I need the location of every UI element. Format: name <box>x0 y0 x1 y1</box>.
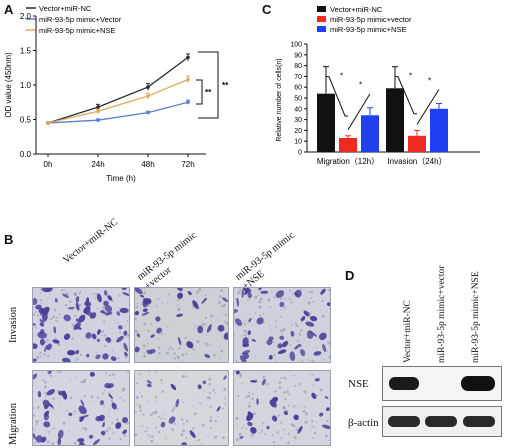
a-series-line-2 <box>47 78 189 124</box>
c-ytick-2: 20 <box>294 128 302 135</box>
c-sig-b-1: * <box>428 76 431 85</box>
micrograph-migration-2 <box>134 370 229 446</box>
c-sig-b-0: * <box>359 81 362 90</box>
chart-a-legend: Vector+miR-NC miR-93-5p mimic+Vector miR… <box>26 4 122 35</box>
col-d-2: miR-93-5p mimic+vector <box>437 265 447 363</box>
band-nse-3 <box>461 376 495 391</box>
micrograph-invasion-3 <box>233 287 331 363</box>
col-d-1: Vector+miR-NC <box>403 300 413 363</box>
c-sig-a-0: * <box>340 72 343 81</box>
c-ytick-9: 90 <box>294 52 302 59</box>
a-point-2-1 <box>96 109 100 114</box>
panel-label-b: B <box>4 232 14 247</box>
c-ytick-0: 0 <box>298 150 302 157</box>
micrograph-invasion-2 <box>134 287 229 363</box>
a-ytick-1: 0.5 <box>20 116 32 125</box>
chart-c-ylabel: Relative number of cells(n) <box>276 58 283 141</box>
panel-d: Vector+miR-NC miR-93-5p mimic+vector miR… <box>345 265 509 448</box>
cell-count-bar-chart: Vector+miR-NC miR-93-5p mimic+vector miR… <box>276 5 480 166</box>
c-ytick-6: 60 <box>294 85 302 92</box>
a-series-line-1 <box>47 101 189 124</box>
micrograph-invasion-1 <box>32 287 130 363</box>
panel-label-a: A <box>4 2 14 17</box>
a-ytick-4: 2.0 <box>20 12 32 21</box>
c-ytick-4: 40 <box>294 106 302 113</box>
c-bar-1-2 <box>430 108 448 152</box>
panel-label-d: D <box>345 268 355 283</box>
c-sig-a-1: * <box>409 72 412 81</box>
col-d-3: miR-93-5p mimic+NSE <box>471 271 481 363</box>
row-b-invasion: Invasion <box>8 306 19 343</box>
row-d-nse: NSE <box>348 378 369 390</box>
a-series-line-0 <box>47 56 189 124</box>
band-actin-1 <box>388 416 420 427</box>
a-point-0-3 <box>186 55 190 60</box>
a-ytick-2: 1.0 <box>20 81 32 90</box>
a-ytick-0: 0.0 <box>20 150 32 159</box>
a-xtick-1: 24h <box>91 160 104 169</box>
a-point-2-0 <box>46 121 50 125</box>
c-bar-0-0 <box>317 93 335 152</box>
chart-c-legend: Vector+miR-NC miR-93-5p mimic+vector miR… <box>317 5 412 34</box>
a-point-1-2 <box>146 110 150 115</box>
band-actin-2 <box>425 416 457 427</box>
a-point-2-2 <box>146 94 150 98</box>
a-xtick-0: 0h <box>44 160 53 169</box>
c-bar-1-0 <box>386 88 404 152</box>
c-ytick-1: 10 <box>294 139 302 146</box>
micrograph-migration-1 <box>32 370 130 446</box>
a-xtick-3: 72h <box>181 160 194 169</box>
c-bar-0-2 <box>361 115 379 152</box>
c-ytick-10: 100 <box>290 42 302 49</box>
chart-a-ylabel: OD value (450nm) <box>4 52 13 118</box>
legend-a-3: miR-93-5p mimic+NSE <box>39 26 115 35</box>
sig-outer-label: ** <box>222 81 229 90</box>
band-nse-1 <box>389 377 419 390</box>
legend-a-1: Vector+miR-NC <box>39 4 92 13</box>
legend-c-2: miR-93-5p mimic+vector <box>330 15 412 24</box>
legend-a-2: miR-93-5p mimic+Vector <box>39 15 122 24</box>
a-xtick-2: 48h <box>141 160 154 169</box>
a-point-2-3 <box>186 77 190 82</box>
c-ytick-7: 70 <box>294 74 302 81</box>
legend-c-3: miR-93-5p mimic+NSE <box>330 25 406 34</box>
c-category-0: Migration（12h） <box>317 157 379 166</box>
c-ytick-5: 50 <box>294 96 302 103</box>
a-ytick-3: 1.5 <box>20 47 32 56</box>
row-b-migration: Migration <box>8 403 19 445</box>
blot-actin <box>382 406 502 437</box>
a-point-1-1 <box>96 118 100 122</box>
micrograph-migration-3 <box>233 370 331 446</box>
c-ytick-8: 80 <box>294 63 302 70</box>
c-ytick-3: 30 <box>294 117 302 124</box>
col-b-1: Vector+miR-NC <box>61 216 121 266</box>
blot-nse <box>382 366 502 401</box>
sig-bracket-inner <box>196 79 203 105</box>
c-bar-1-1 <box>408 135 426 152</box>
c-category-1: Invasion（24h） <box>387 157 446 166</box>
c-bar-0-1 <box>339 137 357 152</box>
a-point-0-1 <box>96 105 100 109</box>
band-actin-3 <box>463 416 495 427</box>
growth-line-chart: Vector+miR-NC miR-93-5p mimic+Vector miR… <box>4 4 229 183</box>
legend-c-1: Vector+miR-NC <box>330 5 383 14</box>
row-d-actin: β-actin <box>348 417 379 429</box>
col-b-2: miR-93-5p mimic +vector <box>135 229 199 293</box>
a-point-1-3 <box>186 100 190 105</box>
chart-a-xlabel: Time (h) <box>106 174 136 183</box>
a-point-0-2 <box>146 85 150 89</box>
panel-label-c: C <box>262 2 272 17</box>
sig-bracket-outer <box>198 51 219 119</box>
col-b-3: miR-93-5p mimic +NSE <box>233 229 297 293</box>
sig-inner-label: ** <box>205 88 212 97</box>
